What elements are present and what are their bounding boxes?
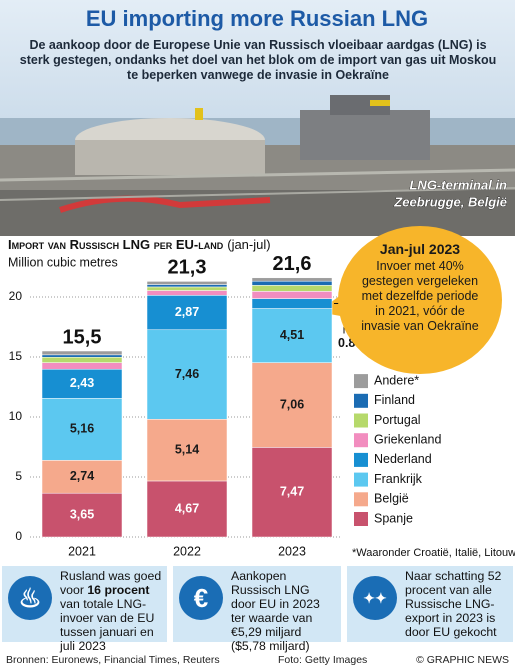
bar-segment [146,286,228,291]
legend-swatch [354,472,368,487]
y-axis-label: Million cubic metres [8,255,118,269]
bar-segment [146,480,228,538]
x-tick-label: 2021 [68,544,96,558]
y-tick-label: 20 [9,289,23,303]
bar-segment [251,285,333,292]
panel: € Aankopen Russisch LNG door EU in 2023 t… [173,566,341,653]
legend-swatch [354,492,368,507]
value-label: 4,67 [175,501,199,515]
panel-text: van totale LNG-invoer van de EU tussen j… [60,597,155,653]
callout-text: Invoer met 40% gestegen vergeleken met d… [361,259,479,333]
bar-segment [146,329,228,420]
bar-segment [146,419,228,482]
value-label: 2,74 [70,469,94,483]
bar-segment [251,280,333,286]
bar-segment [41,460,123,494]
legend-swatch [354,433,368,448]
value-label: 7,46 [175,367,199,381]
legend-label: Andere* [374,373,419,387]
note: *Waaronder Croatië, Italië, Litouwen en … [352,547,515,559]
panel-bold: 16 procent [87,583,150,597]
value-label: 5,14 [175,442,199,456]
bar-segment [146,295,228,331]
callout-title: Jan-jul 2023 [379,241,461,257]
legend-label: Spanje [374,511,413,525]
photo-credit: Foto: Getty Images [278,654,368,666]
panel: ✦✦ Naar schatting 52 procent van alle Rus… [347,566,513,642]
legend-label: Nederland [374,452,432,466]
value-label: 7,47 [280,484,304,498]
bar-segment [41,354,123,358]
panel: ♨ Rusland was goed voor 16 procent van to… [2,566,167,653]
value-label: 4,51 [280,328,304,342]
bar-segment [41,362,123,370]
total-label: 21,3 [168,257,207,279]
photo-caption: Zeebrugge, België [393,194,507,209]
copyright: © GRAPHIC NEWS [416,654,509,666]
legend-swatch [354,512,368,526]
x-tick-label: 2023 [278,544,306,558]
legend-label: Frankrijk [374,472,423,486]
y-tick-label: 5 [15,469,22,483]
value-label: 2,43 [70,376,94,390]
bar-segment [41,350,123,356]
value-label: 7,06 [280,397,304,411]
bar-segment [146,281,228,285]
total-label: 15,5 [63,326,102,348]
photo-caption: LNG-terminal in [409,177,507,192]
value-label: 3,65 [70,507,94,521]
legend-swatch [354,452,368,467]
footer: Bronnen: Euronews, Financial Times, Reut… [0,650,515,671]
bar-segment [146,284,228,288]
icon-eu: ✦✦ [353,576,397,620]
value-label: 5,16 [70,422,94,436]
panel-text: Rusland was goed voor [60,569,162,597]
chart-title: Import van Russisch LNG per EU-land (jan-… [8,237,271,252]
bar-segment [41,356,123,363]
bar-segment [251,447,333,538]
legend-label: Griekenland [374,432,441,446]
subtitle: De aankoop door de Europese Unie van Rus… [19,38,497,82]
y-tick-label: 0 [15,529,22,543]
bar-segment [146,290,228,296]
bar-segment [41,398,123,461]
value-label: 2,87 [175,305,199,319]
chart-title-text: Import van Russisch LNG per EU-land [8,237,224,252]
legend-swatch [354,393,368,408]
legend-swatch [354,413,368,428]
y-tick-label: 15 [9,349,23,363]
chart-title-period: (jan-jul) [227,237,270,252]
x-tick-label: 2022 [173,544,201,558]
bar-segment [251,291,333,299]
sources: Bronnen: Euronews, Financial Times, Reut… [6,654,220,666]
icon-flame: ♨ [8,576,52,620]
total-label: 21,6 [273,253,312,275]
legend-label: Finland [374,393,415,407]
bar-segment [41,492,123,538]
legend-swatch [354,374,368,389]
bar-segment [251,298,333,309]
legend-label: België [374,492,409,506]
panel-text: Aankopen Russisch LNG door EU in 2023 te… [231,569,320,653]
callout: Jan-jul 2023 Invoer met 40% gestegen verg… [338,226,502,374]
bar-segment [41,368,123,399]
icon-euro: € [179,576,223,620]
legend-label: Portugal [374,413,421,427]
y-tick-label: 10 [9,409,23,423]
panel-text: Naar schatting 52 procent van alle Russi… [405,569,502,639]
bar-segment [251,277,333,282]
title: EU importing more Russian LNG [86,6,428,31]
